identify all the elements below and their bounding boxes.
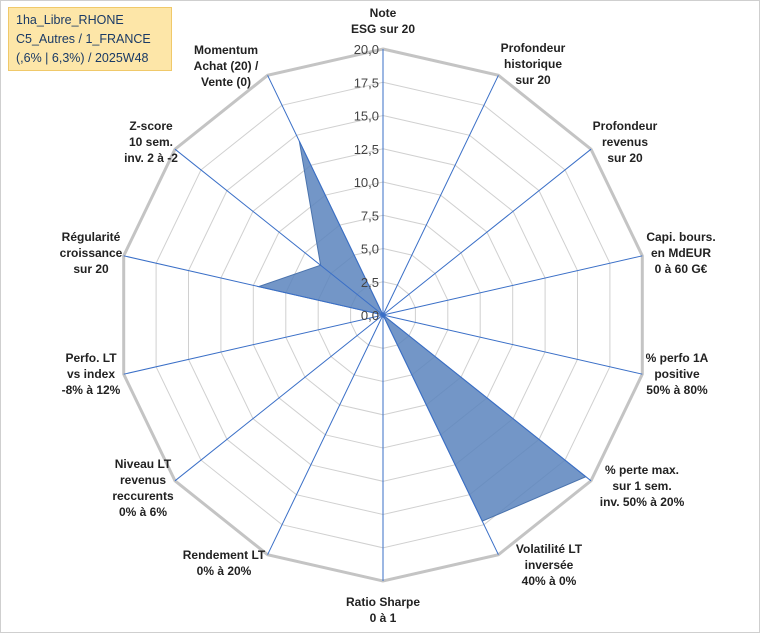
axis-spoke <box>267 314 384 555</box>
tick-label: 17,5 <box>354 75 379 90</box>
axis-spoke <box>123 255 384 316</box>
label-layer: Note ESG sur 20 Profondeur historique sur 20… <box>60 6 716 625</box>
title-line-3: (,6% | 6,3%) / 2025W48 <box>16 51 149 65</box>
tick-label: 5,0 <box>361 242 379 257</box>
axis-spoke <box>382 314 592 482</box>
axis-label: Volatilité LT inversée 40% à 0% <box>516 542 583 588</box>
spoke-layer <box>123 49 643 581</box>
axis-label: Capi. bours. en MdEUR 0 à 60 G€ <box>646 230 715 276</box>
tick-label: 20,0 <box>354 42 379 57</box>
data-layer <box>256 140 587 522</box>
tick-label: 10,0 <box>354 175 379 190</box>
tick-layer: 0,0 2,5 5,0 7,5 10,0 12,5 15,0 17,5 20,0 <box>354 42 379 323</box>
axis-label: % perte max. sur 1 sem. inv. 50% à 20% <box>600 463 685 509</box>
axis-spoke <box>382 75 499 316</box>
axis-label: % perfo 1A positive 50% à 80% <box>646 351 709 397</box>
axis-label: Momentum Achat (20) / Vente (0) <box>194 43 259 89</box>
axis-spoke <box>123 314 384 375</box>
axis-label: Ratio Sharpe 0 à 1 <box>346 595 420 625</box>
axis-label: Note ESG sur 20 <box>351 6 415 36</box>
axis-spoke <box>174 148 384 316</box>
axis-label: Z-score 10 sem. inv. 2 à -2 <box>124 119 178 165</box>
tick-label: 7,5 <box>361 208 379 223</box>
axis-label: Perfo. LT vs index -8% à 12% <box>62 351 121 397</box>
axis-label: Niveau LT revenus reccurents 0% à 6% <box>112 457 174 519</box>
axis-label: Profondeur historique sur 20 <box>501 41 566 87</box>
series-area <box>256 140 587 522</box>
title-line-2: C5_Autres / 1_FRANCE <box>16 32 151 46</box>
tick-label: 2,5 <box>361 275 379 290</box>
axis-spoke <box>174 314 384 482</box>
axis-spoke <box>382 314 643 375</box>
axis-spoke <box>267 75 384 316</box>
axis-label: Rendement LT 0% à 20% <box>183 548 266 578</box>
title-line-1: 1ha_Libre_RHONE <box>16 13 124 27</box>
axis-label: Profondeur revenus sur 20 <box>593 119 658 165</box>
axis-spoke <box>382 314 499 555</box>
tick-label: 0,0 <box>361 308 379 323</box>
axis-spoke <box>382 148 592 316</box>
axis-spoke <box>382 255 643 316</box>
axis-label: Régularité croissance sur 20 <box>60 230 123 276</box>
tick-label: 15,0 <box>354 109 379 124</box>
chart-title-box: 1ha_Libre_RHONE C5_Autres / 1_FRANCE (,6… <box>8 7 172 71</box>
tick-label: 12,5 <box>354 142 379 157</box>
